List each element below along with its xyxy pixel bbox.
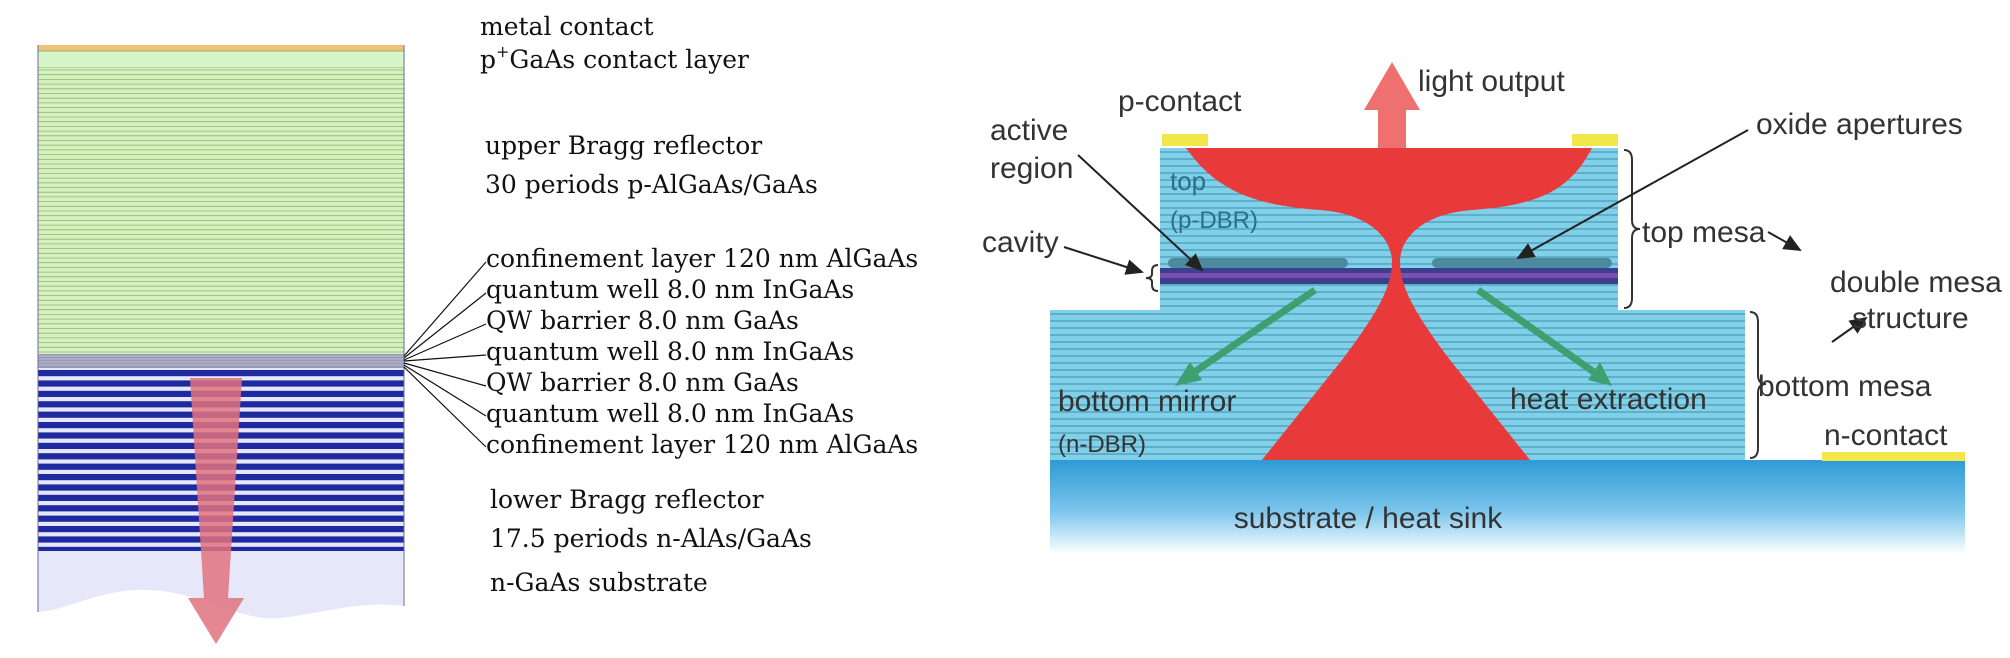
contact-layer [37, 50, 405, 69]
active-layer-label: quantum well 8.0 nm InGaAs [486, 275, 854, 304]
light-emission-arrow [188, 378, 244, 644]
active-region-label-line2: region [990, 152, 1073, 185]
dbr-period-bar [38, 370, 404, 377]
active-layer-label: QW barrier 8.0 nm GaAs [486, 368, 799, 397]
right-labels: p-contact light output active region cav… [982, 65, 2002, 535]
double-mesa-label-line2: structure [1852, 302, 1969, 335]
active-region-lines [38, 355, 404, 366]
top-dbr-sub-label: (p-DBR) [1170, 207, 1258, 234]
metal-contact-label: metal contact [480, 12, 654, 41]
bottom-mirror-label: bottom mirror [1058, 385, 1236, 418]
top-dbr-label: top [1170, 166, 1206, 196]
p-contact-label: p-contact [1118, 85, 1242, 118]
active-region-band [1160, 273, 1618, 278]
active-layer-label: confinement layer 120 nm AlGaAs [486, 430, 918, 459]
p-contact-right [1572, 134, 1618, 146]
n-contact [1822, 452, 1965, 461]
cavity-label: cavity [982, 226, 1059, 259]
cavity-brace [1145, 264, 1159, 292]
light-output-label: light output [1418, 65, 1565, 98]
substrate-heat-sink-label: substrate / heat sink [1234, 502, 1503, 535]
top-mesa-label: top mesa [1642, 216, 1766, 249]
double-mesa-label: double mesa [1830, 266, 2002, 299]
n-contact-label: n-contact [1824, 419, 1948, 452]
bottom-mesa-label: bottom mesa [1758, 370, 1932, 403]
top-mesa-brace [1623, 149, 1641, 309]
vcsel-cross-section: p-contact light output active region cav… [982, 62, 2002, 554]
substrate-heat-sink [1050, 460, 1965, 554]
upper-dbr-lines [38, 69, 404, 353]
contact-layer-label: p+GaAs contact layer [480, 42, 749, 74]
oxide-aperture-left [1168, 258, 1348, 268]
upper-bragg-label: upper Bragg reflector [485, 131, 762, 160]
layer-stack [37, 45, 405, 644]
left-labels: metal contact p+GaAs contact layer upper… [480, 12, 918, 597]
bottom-mirror-sub-label: (n-DBR) [1058, 431, 1146, 458]
pointer-lines [1063, 129, 1868, 343]
heat-extraction-label: heat extraction [1510, 383, 1707, 416]
heat-extraction-arrows [1175, 287, 1612, 386]
active-layer-label: quantum well 8.0 nm InGaAs [486, 337, 854, 366]
active-layer-label: QW barrier 8.0 nm GaAs [486, 306, 799, 335]
oxide-aperture-right [1432, 258, 1612, 268]
active-layer-label: quantum well 8.0 nm InGaAs [486, 399, 854, 428]
bottom-mesa-brace [1749, 311, 1767, 459]
upper-bragg-periods-label: 30 periods p-AlGaAs/GaAs [485, 170, 818, 199]
active-region-layers [38, 354, 404, 368]
p-contact-left [1162, 134, 1208, 146]
substrate-label: n-GaAs substrate [490, 568, 708, 597]
current-light-path [1186, 148, 1592, 460]
active-layer-leaders [403, 261, 487, 448]
active-layer-label: confinement layer 120 nm AlGaAs [486, 244, 918, 273]
lower-bragg-label: lower Bragg reflector [490, 485, 764, 514]
light-output-arrow [1364, 62, 1420, 148]
lower-bragg-periods-label: 17.5 periods n-AlAs/GaAs [490, 524, 812, 553]
oxide-apertures-label: oxide apertures [1756, 108, 1963, 141]
active-region-label: active [990, 114, 1068, 147]
metal-contact-layer [38, 45, 404, 51]
